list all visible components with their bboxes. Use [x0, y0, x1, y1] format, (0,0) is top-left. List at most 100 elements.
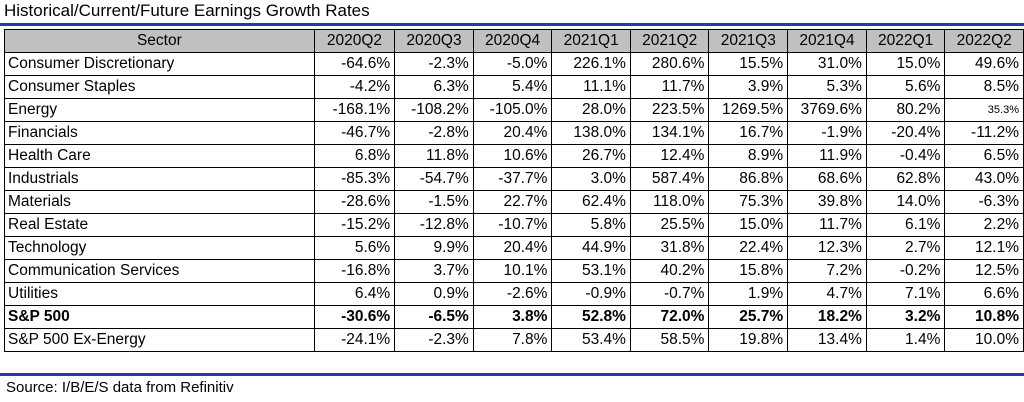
- value-cell: 5.6%: [313, 236, 396, 260]
- value-cell: 7.2%: [787, 259, 867, 283]
- value-cell: 13.4%: [787, 328, 867, 352]
- table-row: Technology 5.6% 9.9% 20.4% 44.9% 31.8% 22.4% 12…: [4, 236, 1024, 260]
- value-cell: -24.1%: [313, 328, 396, 352]
- value-cell: 118.0%: [629, 190, 710, 214]
- value-cell: 44.9%: [551, 236, 631, 260]
- header-row: Sector 2020Q2 2020Q3 2020Q4 2021Q1 2021Q2 2021…: [4, 29, 1024, 53]
- value-cell: 12.3%: [787, 236, 867, 260]
- value-cell: 28.0%: [551, 98, 631, 122]
- table-row: Consumer Staples -4.2% 6.3% 5.4% 11.1% 11.7% 3…: [4, 75, 1024, 99]
- value-cell: -30.6%: [313, 305, 396, 329]
- sector-cell: Technology: [4, 236, 315, 260]
- value-cell: 31.0%: [787, 52, 867, 76]
- table-row: Communication Services -16.8% 3.7% 10.1% 53.…: [4, 259, 1024, 283]
- source-note: Source: I/B/E/S data from Refinitiv: [6, 379, 234, 396]
- sector-cell: S&P 500: [4, 305, 315, 329]
- value-cell: 15.8%: [708, 259, 789, 283]
- value-cell: 72.0%: [629, 305, 710, 329]
- table-row: Financials -46.7% -2.8% 20.4% 138.0% 134.1% 16…: [4, 121, 1024, 145]
- value-cell: 58.5%: [629, 328, 710, 352]
- table-row: Consumer Discretionary -64.6% -2.3% -5.0% 22…: [4, 52, 1024, 76]
- value-cell: 43.0%: [944, 167, 1024, 191]
- value-cell: 25.5%: [629, 213, 710, 237]
- value-cell: -108.2%: [394, 98, 474, 122]
- sector-cell: Utilities: [4, 282, 315, 306]
- value-cell: 10.8%: [944, 305, 1024, 329]
- value-cell: -168.1%: [313, 98, 396, 122]
- value-cell: 5.4%: [472, 75, 553, 99]
- sector-cell: Industrials: [4, 167, 315, 191]
- value-cell: 20.4%: [472, 236, 553, 260]
- sector-cell: Communication Services: [4, 259, 315, 283]
- table-row: Real Estate -15.2% -12.8% -10.7% 5.8% 25.5% 15…: [4, 213, 1024, 237]
- value-cell: 49.6%: [944, 52, 1024, 76]
- value-cell: -6.5%: [394, 305, 474, 329]
- value-cell: 15.5%: [708, 52, 789, 76]
- sector-cell: Consumer Staples: [4, 75, 315, 99]
- column-header-2021q1: 2021Q1: [551, 29, 631, 53]
- sector-cell: Consumer Discretionary: [4, 52, 315, 76]
- value-cell: 3769.6%: [787, 98, 867, 122]
- sector-cell: Real Estate: [4, 213, 315, 237]
- value-cell: -15.2%: [313, 213, 396, 237]
- value-cell: 15.0%: [865, 52, 946, 76]
- value-cell: -1.9%: [787, 121, 867, 145]
- value-cell: 587.4%: [629, 167, 710, 191]
- value-cell: 12.4%: [629, 144, 710, 168]
- value-cell: 62.4%: [551, 190, 631, 214]
- column-header-2021q3: 2021Q3: [708, 29, 789, 53]
- value-cell: -28.6%: [313, 190, 396, 214]
- value-cell: 5.3%: [787, 75, 867, 99]
- value-cell: 1.9%: [708, 282, 789, 306]
- table-title: Historical/Current/Future Earnings Growt…: [4, 1, 370, 20]
- value-cell: 2.2%: [944, 213, 1024, 237]
- value-cell: 6.6%: [944, 282, 1024, 306]
- column-header-2022q2: 2022Q2: [944, 29, 1024, 53]
- value-cell: 3.7%: [394, 259, 474, 283]
- value-cell: 8.9%: [708, 144, 789, 168]
- value-cell: 12.5%: [944, 259, 1024, 283]
- value-cell: 3.9%: [708, 75, 789, 99]
- value-cell: 6.8%: [313, 144, 396, 168]
- column-header-2020q4: 2020Q4: [472, 29, 553, 53]
- value-cell: 15.0%: [708, 213, 789, 237]
- value-cell: 20.4%: [472, 121, 553, 145]
- value-cell: 39.8%: [787, 190, 867, 214]
- value-cell: -4.2%: [313, 75, 396, 99]
- table-row: S&P 500 Ex-Energy -24.1% -2.3% 7.8% 53.4% 58.…: [4, 328, 1024, 352]
- value-cell: -37.7%: [472, 167, 553, 191]
- column-header-2020q3: 2020Q3: [394, 29, 474, 53]
- value-cell: 138.0%: [551, 121, 631, 145]
- sector-cell: Energy: [4, 98, 315, 122]
- value-cell: 53.4%: [551, 328, 631, 352]
- table-row: Utilities 6.4% 0.9% -2.6% -0.9% -0.7% 1.9% 4.7%…: [4, 282, 1024, 306]
- value-cell: 9.9%: [394, 236, 474, 260]
- value-cell: 280.6%: [629, 52, 710, 76]
- value-cell: -1.5%: [394, 190, 474, 214]
- value-cell: 25.7%: [708, 305, 789, 329]
- column-header-2020q2: 2020Q2: [313, 29, 396, 53]
- value-cell: -5.0%: [472, 52, 553, 76]
- value-cell: 53.1%: [551, 259, 631, 283]
- value-cell: -2.3%: [394, 328, 474, 352]
- value-cell: 10.0%: [944, 328, 1024, 352]
- value-cell: 0.9%: [394, 282, 474, 306]
- value-cell: 62.8%: [865, 167, 946, 191]
- table-row: Energy -168.1% -108.2% -105.0% 28.0% 223.5% 12…: [4, 98, 1024, 122]
- column-header-2021q4: 2021Q4: [787, 29, 867, 53]
- value-cell: 11.8%: [394, 144, 474, 168]
- value-cell: 8.5%: [944, 75, 1024, 99]
- earnings-growth-table: Sector 2020Q2 2020Q3 2020Q4 2021Q1 2021Q2 2021…: [4, 29, 1024, 352]
- value-cell: 11.7%: [629, 75, 710, 99]
- column-header-2021q2: 2021Q2: [629, 29, 710, 53]
- value-cell: 6.5%: [944, 144, 1024, 168]
- value-cell: -0.9%: [551, 282, 631, 306]
- value-cell: 7.1%: [865, 282, 946, 306]
- value-cell: 80.2%: [865, 98, 946, 122]
- value-cell: 6.4%: [313, 282, 396, 306]
- value-cell: 5.8%: [551, 213, 631, 237]
- value-cell: -85.3%: [313, 167, 396, 191]
- value-cell: 3.0%: [551, 167, 631, 191]
- value-cell: 3.8%: [472, 305, 553, 329]
- column-header-2022q1: 2022Q1: [865, 29, 946, 53]
